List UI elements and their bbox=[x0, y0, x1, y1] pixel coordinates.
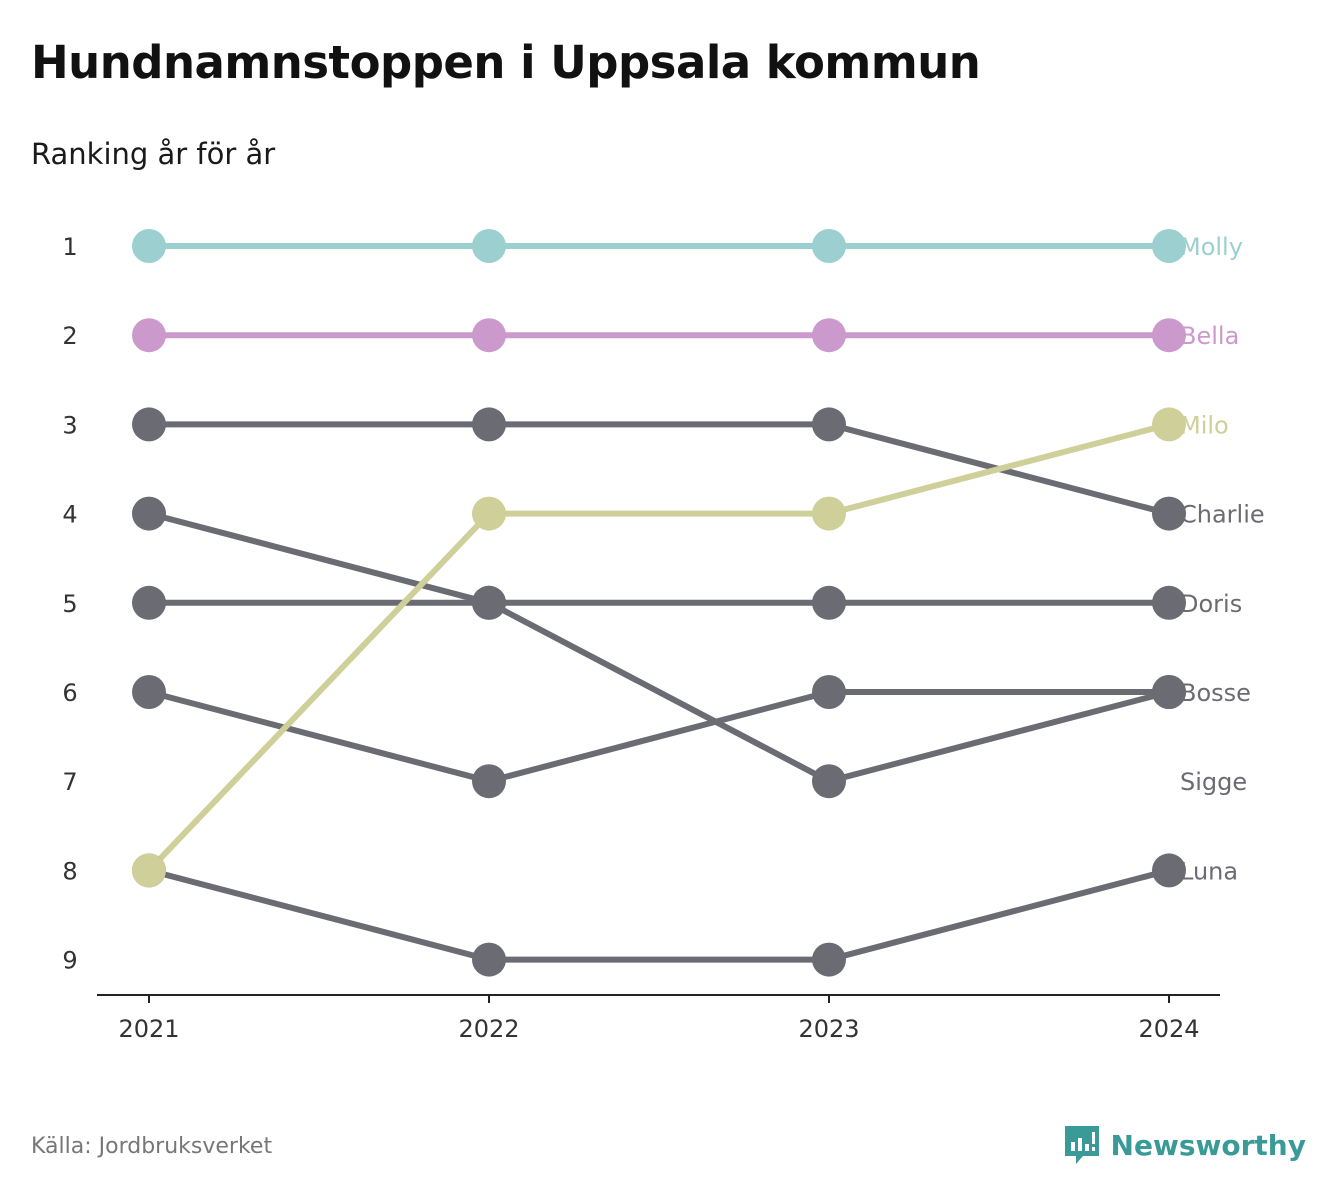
point-bosse-2021 bbox=[132, 585, 166, 620]
point-molly-2024 bbox=[1152, 229, 1186, 263]
chart-subtitle: Ranking år för år bbox=[31, 137, 276, 171]
end-label-charlie: Charlie bbox=[1180, 501, 1265, 529]
series-lines bbox=[146, 243, 1170, 963]
point-bella-2024 bbox=[1152, 318, 1186, 353]
x-axis: 2021 2022 2023 2024 bbox=[97, 994, 1220, 1043]
y-tick-label: 8 bbox=[62, 857, 77, 885]
point-doris-2023 bbox=[812, 764, 846, 799]
y-tick-label: 1 bbox=[62, 233, 77, 261]
end-label-doris: Doris bbox=[1180, 590, 1242, 618]
newsworthy-logo-icon bbox=[1064, 1126, 1099, 1164]
point-luna-2022 bbox=[472, 942, 506, 977]
point-charlie-2022 bbox=[472, 407, 506, 442]
point-bosse-2024 bbox=[1152, 585, 1186, 620]
y-tick-label: 5 bbox=[62, 590, 77, 618]
y-tick-label: 7 bbox=[62, 768, 77, 796]
point-sigge-2024 bbox=[1152, 675, 1186, 709]
x-tick-label: 2021 bbox=[118, 1015, 179, 1043]
y-tick-label: 4 bbox=[62, 501, 77, 529]
series-line-luna bbox=[148, 867, 1170, 963]
brand-logo[interactable]: Newsworthy bbox=[1063, 1124, 1306, 1166]
point-bella-2021 bbox=[132, 318, 166, 353]
y-tick-label: 3 bbox=[62, 411, 77, 439]
point-luna-2023 bbox=[812, 942, 846, 977]
point-charlie-2024 bbox=[1152, 496, 1186, 531]
end-label-milo: Milo bbox=[1180, 411, 1229, 439]
point-charlie-2021 bbox=[132, 407, 166, 442]
point-milo-overlap-half bbox=[132, 853, 149, 888]
source-note: Källa: Jordbruksverket bbox=[31, 1134, 273, 1159]
chart-title: Hundnamnstoppen i Uppsala kommun bbox=[31, 36, 981, 89]
point-milo-2023 bbox=[812, 496, 846, 531]
point-bella-2023 bbox=[812, 318, 846, 353]
point-milo-2022 bbox=[472, 496, 506, 531]
series-line-milo bbox=[146, 421, 1170, 873]
point-bosse-2023 bbox=[812, 585, 846, 620]
end-label-luna: Luna bbox=[1180, 857, 1238, 885]
end-label-bosse: Bosse bbox=[1180, 679, 1251, 707]
x-tick-label: 2022 bbox=[458, 1015, 519, 1043]
y-tick-label: 9 bbox=[62, 947, 77, 975]
end-label-bella: Bella bbox=[1180, 322, 1239, 350]
point-molly-2021 bbox=[132, 229, 166, 263]
brand-name: Newsworthy bbox=[1110, 1128, 1306, 1162]
point-doris-2021 bbox=[132, 496, 166, 531]
point-sigge-2023 bbox=[812, 675, 846, 709]
point-bella-2022 bbox=[472, 318, 506, 353]
end-labels: Molly Bella Milo Charlie Doris Bosse Sigge Luna bbox=[1180, 233, 1265, 885]
point-molly-2022 bbox=[472, 229, 506, 263]
point-sigge-2022 bbox=[472, 764, 506, 799]
point-sigge-2021 bbox=[132, 675, 166, 709]
y-axis-ticks: 1 2 3 4 5 6 7 8 9 bbox=[62, 233, 77, 975]
point-charlie-2023 bbox=[812, 407, 846, 442]
end-label-sigge: Sigge bbox=[1180, 768, 1247, 796]
series-line-sigge bbox=[148, 689, 1169, 785]
series-points bbox=[132, 229, 1186, 977]
point-molly-2023 bbox=[812, 229, 846, 263]
y-tick-label: 6 bbox=[62, 679, 77, 707]
end-label-molly: Molly bbox=[1180, 233, 1243, 261]
point-luna-2024 bbox=[1152, 853, 1186, 888]
y-tick-label: 2 bbox=[62, 322, 77, 350]
point-bosse-2022 bbox=[472, 585, 506, 620]
series-line-doris bbox=[148, 510, 1170, 785]
x-tick-label: 2023 bbox=[798, 1015, 859, 1043]
point-milo-2024 bbox=[1152, 407, 1186, 442]
x-tick-label: 2024 bbox=[1138, 1015, 1199, 1043]
series-line-charlie bbox=[149, 421, 1170, 517]
